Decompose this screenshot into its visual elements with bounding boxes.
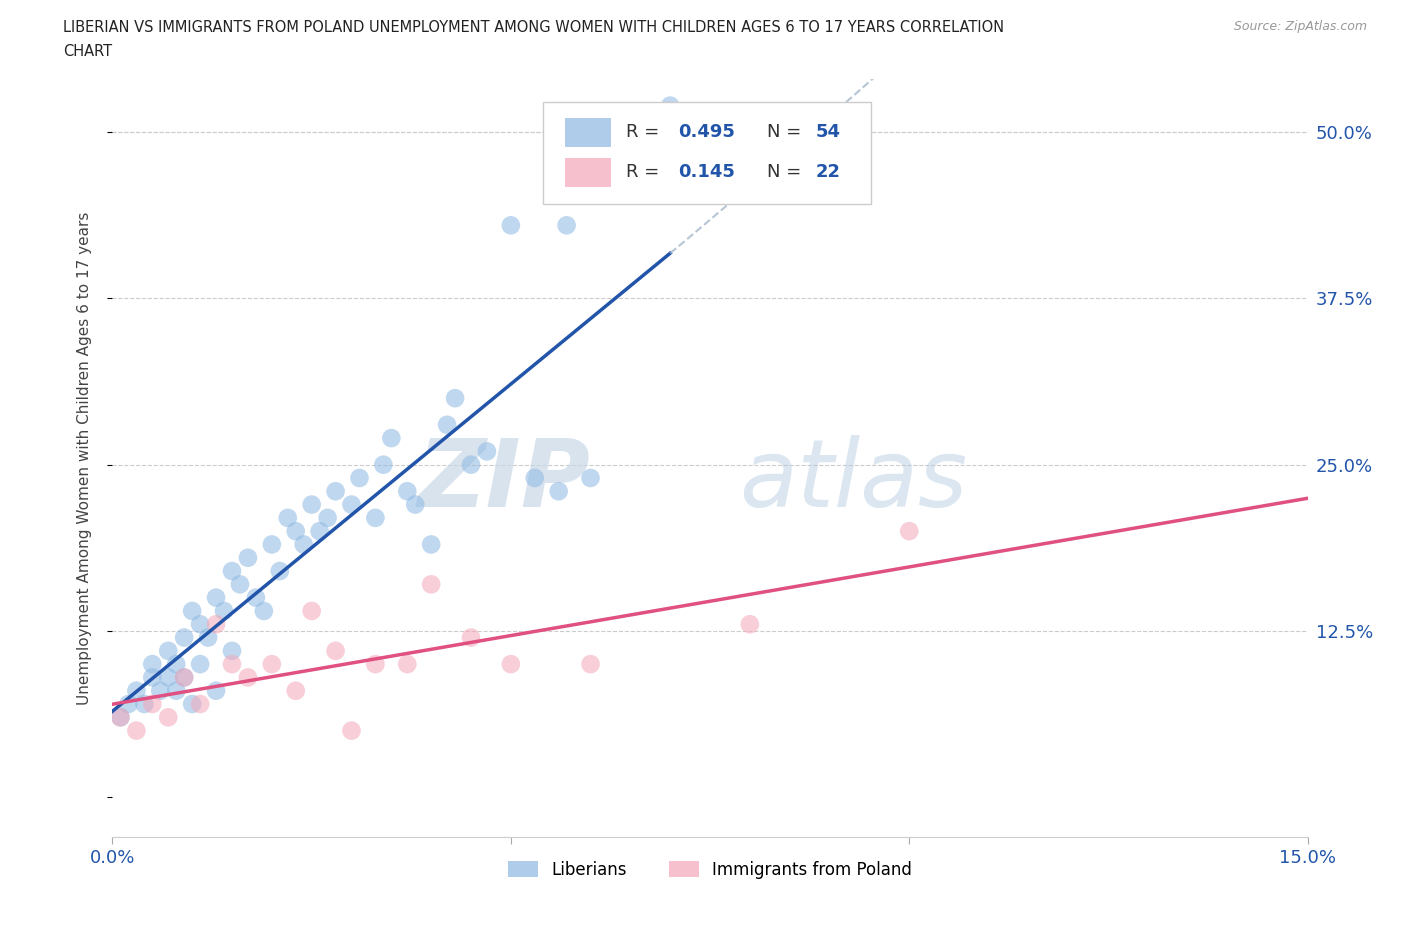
Point (197, 631, 219, 645)
Point (364, 657, 387, 671)
Point (420, 577, 443, 591)
Point (181, 604, 204, 618)
Point (404, 498, 426, 512)
Point (396, 484, 419, 498)
Point (229, 577, 252, 591)
Point (349, 471, 371, 485)
Point (117, 697, 139, 711)
Point (436, 418, 458, 432)
Point (157, 670, 180, 684)
Point (125, 684, 148, 698)
Point (125, 724, 148, 738)
Point (460, 458, 482, 472)
Point (499, 218, 522, 232)
Point (188, 657, 211, 671)
Point (141, 697, 163, 711)
Point (659, 99, 682, 113)
Point (460, 631, 482, 645)
Point (579, 657, 602, 671)
Point (205, 617, 228, 631)
Text: CHART: CHART (63, 44, 112, 59)
Point (420, 537, 443, 551)
Point (165, 684, 187, 698)
Point (212, 604, 235, 618)
Point (284, 524, 307, 538)
Point (738, 617, 761, 631)
Point (245, 591, 267, 605)
Point (149, 684, 172, 698)
Point (373, 458, 395, 472)
Point (236, 551, 259, 565)
Point (277, 511, 299, 525)
Point (110, 710, 132, 724)
Point (260, 537, 283, 551)
Point (325, 644, 347, 658)
Point (188, 617, 211, 631)
FancyBboxPatch shape (543, 101, 872, 204)
Point (221, 564, 243, 578)
Point (301, 498, 323, 512)
Text: 0.495: 0.495 (678, 123, 735, 141)
Text: R =: R = (627, 123, 665, 141)
Point (396, 657, 419, 671)
Point (898, 524, 921, 538)
Point (221, 657, 243, 671)
Text: 54: 54 (815, 123, 841, 141)
Point (141, 657, 163, 671)
Point (165, 657, 187, 671)
Point (555, 218, 578, 232)
Point (547, 484, 569, 498)
Point (205, 684, 228, 698)
Point (301, 604, 323, 618)
Text: R =: R = (627, 164, 665, 181)
Point (316, 511, 339, 525)
Point (260, 657, 283, 671)
Point (134, 697, 156, 711)
Point (173, 670, 195, 684)
Point (253, 604, 276, 618)
Point (110, 710, 132, 724)
Point (308, 524, 330, 538)
Point (284, 684, 307, 698)
Bar (565, 158, 610, 187)
Point (340, 724, 363, 738)
Point (157, 710, 180, 724)
Point (221, 644, 243, 658)
Text: ZIP: ZIP (418, 434, 591, 526)
Point (444, 391, 467, 405)
Text: 0.145: 0.145 (678, 164, 735, 181)
Point (205, 591, 228, 605)
Point (499, 657, 522, 671)
Point (475, 444, 498, 458)
Point (579, 471, 602, 485)
Point (325, 484, 347, 498)
Text: N =: N = (768, 123, 807, 141)
Point (188, 697, 211, 711)
Point (173, 670, 195, 684)
Bar (565, 118, 610, 147)
Point (523, 471, 546, 485)
Point (269, 564, 291, 578)
Text: LIBERIAN VS IMMIGRANTS FROM POLAND UNEMPLOYMENT AMONG WOMEN WITH CHILDREN AGES 6: LIBERIAN VS IMMIGRANTS FROM POLAND UNEMP… (63, 20, 1004, 35)
Point (380, 431, 402, 445)
Text: Source: ZipAtlas.com: Source: ZipAtlas.com (1233, 20, 1367, 33)
Point (340, 498, 363, 512)
Point (236, 670, 259, 684)
Point (181, 697, 204, 711)
Point (364, 511, 387, 525)
Point (173, 631, 195, 645)
Legend: Liberians, Immigrants from Poland: Liberians, Immigrants from Poland (502, 854, 918, 885)
Text: atlas: atlas (740, 435, 967, 526)
Point (292, 537, 315, 551)
Point (141, 670, 163, 684)
Point (157, 644, 180, 658)
Text: 22: 22 (815, 164, 841, 181)
Text: N =: N = (768, 164, 807, 181)
Y-axis label: Unemployment Among Women with Children Ages 6 to 17 years: Unemployment Among Women with Children A… (77, 211, 91, 705)
